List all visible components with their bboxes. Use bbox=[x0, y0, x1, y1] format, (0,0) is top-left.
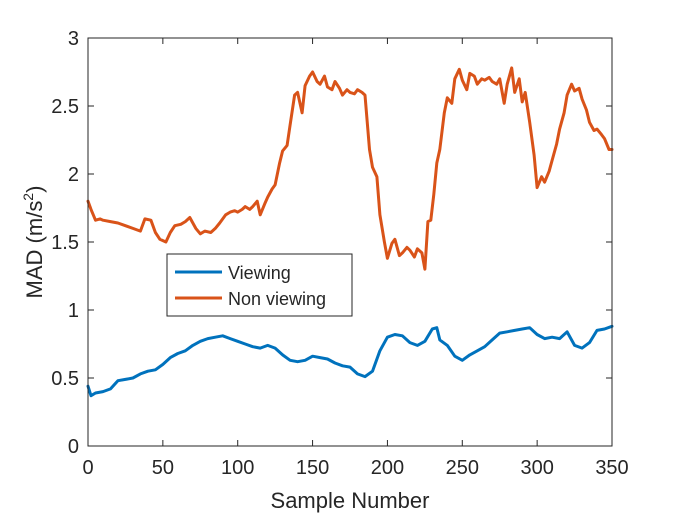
y-axis-label: MAD (m/s2) bbox=[20, 186, 47, 299]
y-tick-label: 2 bbox=[68, 164, 79, 186]
series-layer bbox=[86, 66, 614, 398]
legend-label: Viewing bbox=[228, 263, 291, 283]
y-tick-label: 1.5 bbox=[51, 232, 79, 254]
legend-box bbox=[166, 253, 353, 317]
y-axis-label-superscript: 2 bbox=[20, 193, 36, 201]
x-tick-label: 250 bbox=[446, 457, 479, 479]
x-tick-label: 350 bbox=[595, 457, 628, 479]
x-tick-label: 50 bbox=[152, 457, 174, 479]
legend-label: Non viewing bbox=[228, 289, 326, 309]
y-axis-label-main: MAD (m/s bbox=[22, 201, 47, 299]
x-tick-label: 100 bbox=[221, 457, 254, 479]
x-tick-label: 200 bbox=[371, 457, 404, 479]
y-tick-label: 3 bbox=[68, 28, 79, 50]
legend: Viewing Non viewing bbox=[166, 253, 353, 317]
y-axis-label-close: ) bbox=[22, 186, 47, 193]
y-tick-labels: 0 0.5 1 1.5 2 2.5 3 bbox=[51, 28, 79, 458]
series-line-non-viewing bbox=[86, 66, 614, 271]
y-tick-label: 2.5 bbox=[51, 96, 79, 118]
x-tick-label: 300 bbox=[520, 457, 553, 479]
x-tick-label: 150 bbox=[296, 457, 329, 479]
x-tick-label: 0 bbox=[82, 457, 93, 479]
x-tick-labels: 0 50 100 150 200 250 300 350 bbox=[82, 457, 628, 479]
y-tick-label: 0.5 bbox=[51, 368, 79, 390]
x-axis-label: Sample Number bbox=[271, 488, 430, 513]
plot-frame bbox=[87, 37, 613, 447]
series-line-viewing bbox=[86, 324, 614, 398]
y-tick-label: 1 bbox=[68, 300, 79, 322]
y-tick-label: 0 bbox=[68, 436, 79, 458]
